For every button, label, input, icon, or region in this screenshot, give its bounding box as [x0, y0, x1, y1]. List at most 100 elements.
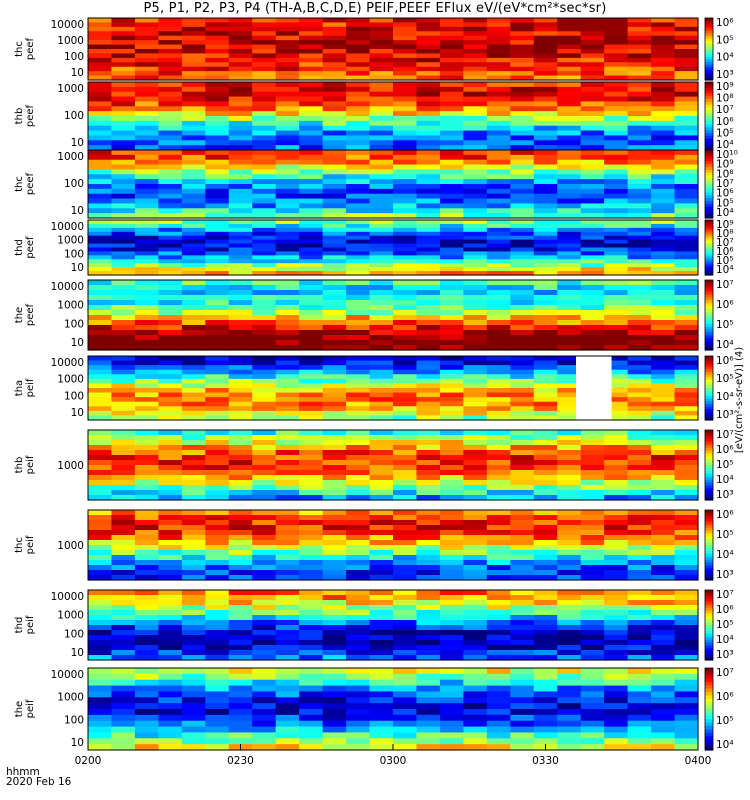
- heatmap-cell: [275, 540, 300, 546]
- heatmap-cell: [181, 470, 206, 476]
- heatmap-cell: [299, 305, 324, 311]
- heatmap-cell: [158, 530, 183, 536]
- heatmap-cell: [322, 450, 347, 456]
- heatmap-cell: [228, 635, 253, 641]
- heatmap-cell: [533, 231, 558, 237]
- colorbar-tick-label: 10⁶: [716, 691, 734, 703]
- colorbar-cell: [705, 715, 713, 720]
- heatmap-cell: [299, 140, 324, 146]
- heatmap-cell: [134, 116, 159, 122]
- heatmap-cell: [252, 335, 277, 341]
- heatmap-cell: [299, 744, 324, 751]
- heatmap-cell: [510, 430, 535, 436]
- heatmap-cell: [463, 450, 488, 456]
- heatmap-cell: [275, 35, 300, 41]
- heatmap-cell: [111, 285, 136, 291]
- heatmap-cell: [228, 475, 253, 481]
- colorbar-axis-label: [eV/(cm²-s-sr-eV)] (4): [734, 347, 745, 453]
- heatmap-cell: [369, 406, 394, 412]
- heatmap-cell: [369, 369, 394, 375]
- heatmap-cell: [533, 415, 558, 421]
- heatmap-cell: [393, 227, 418, 233]
- heatmap-cell: [439, 485, 464, 491]
- heatmap-cell: [369, 208, 394, 214]
- heatmap-cell: [486, 726, 511, 734]
- heatmap-cell: [651, 227, 676, 233]
- heatmap-cell: [557, 369, 582, 375]
- heatmap-cell: [228, 465, 253, 471]
- heatmap-cell: [486, 595, 511, 601]
- heatmap-cell: [604, 150, 629, 156]
- colorbar-cell: [705, 382, 713, 386]
- heatmap-cell: [416, 125, 441, 132]
- heatmap-cell: [557, 239, 582, 245]
- heatmap-cell: [275, 315, 300, 321]
- heatmap-cell: [252, 101, 277, 107]
- heatmap-cell: [393, 520, 418, 526]
- heatmap-cell: [88, 62, 113, 68]
- colorbar-cell: [705, 550, 713, 555]
- heatmap-cell: [228, 600, 253, 606]
- heatmap-cell: [111, 668, 136, 675]
- colorbar-cell: [705, 51, 713, 55]
- heatmap-cell: [580, 198, 605, 205]
- heatmap-cell: [393, 223, 418, 229]
- heatmap-cell: [134, 406, 159, 412]
- heatmap-cell: [134, 635, 159, 641]
- heatmap-cell: [299, 71, 324, 77]
- heatmap-cell: [275, 164, 300, 171]
- heatmap-cell: [674, 744, 699, 751]
- heatmap-cell: [580, 726, 605, 734]
- heatmap-cell: [557, 435, 582, 441]
- heatmap-cell: [627, 475, 652, 481]
- heatmap-cell: [369, 75, 394, 81]
- heatmap-cell: [651, 96, 676, 103]
- heatmap-cell: [486, 738, 511, 745]
- heatmap-cell: [111, 635, 136, 641]
- heatmap-cell: [252, 82, 277, 88]
- heatmap-cell: [299, 53, 324, 59]
- heatmap-cell: [181, 335, 206, 341]
- heatmap-cell: [393, 590, 418, 596]
- heatmap-cell: [557, 470, 582, 476]
- heatmap-cell: [369, 243, 394, 249]
- heatmap-cell: [299, 340, 324, 346]
- heatmap-cell: [275, 410, 300, 417]
- heatmap-cell: [346, 668, 371, 675]
- heatmap-cell: [181, 213, 206, 219]
- heatmap-cell: [322, 251, 347, 256]
- heatmap-cell: [463, 435, 488, 441]
- heatmap-cell: [510, 188, 535, 195]
- y-tick-label: 10000: [51, 357, 84, 369]
- heatmap-cell: [111, 397, 136, 403]
- heatmap-cell: [486, 62, 511, 68]
- heatmap-cell: [369, 96, 394, 103]
- heatmap-cell: [439, 365, 464, 371]
- heatmap-cell: [416, 720, 441, 728]
- heatmap-cell: [416, 590, 441, 596]
- heatmap-cell: [557, 340, 582, 346]
- y-tick-label: 10000: [51, 669, 84, 681]
- heatmap-cell: [463, 510, 488, 516]
- heatmap-cell: [651, 520, 676, 526]
- heatmap-cell: [134, 82, 159, 88]
- heatmap-cell: [181, 435, 206, 441]
- colorbar-cell: [705, 206, 713, 211]
- heatmap-cell: [111, 485, 136, 491]
- heatmap-cell: [510, 235, 535, 241]
- heatmap-cell: [533, 530, 558, 536]
- heatmap-cell: [275, 515, 300, 521]
- heatmap-cell: [205, 223, 230, 229]
- heatmap-cell: [580, 159, 605, 166]
- heatmap-cell: [369, 213, 394, 219]
- heatmap-cell: [346, 605, 371, 611]
- heatmap-cell: [158, 251, 183, 256]
- heatmap-cell: [674, 300, 699, 306]
- heatmap-cell: [439, 18, 464, 24]
- heatmap-cell: [393, 714, 418, 722]
- heatmap-cell: [580, 455, 605, 461]
- colorbar-cell: [705, 294, 713, 299]
- heatmap-cell: [88, 440, 113, 446]
- colorbar-tick-label: 10⁷: [716, 237, 734, 249]
- heatmap-cell: [557, 295, 582, 301]
